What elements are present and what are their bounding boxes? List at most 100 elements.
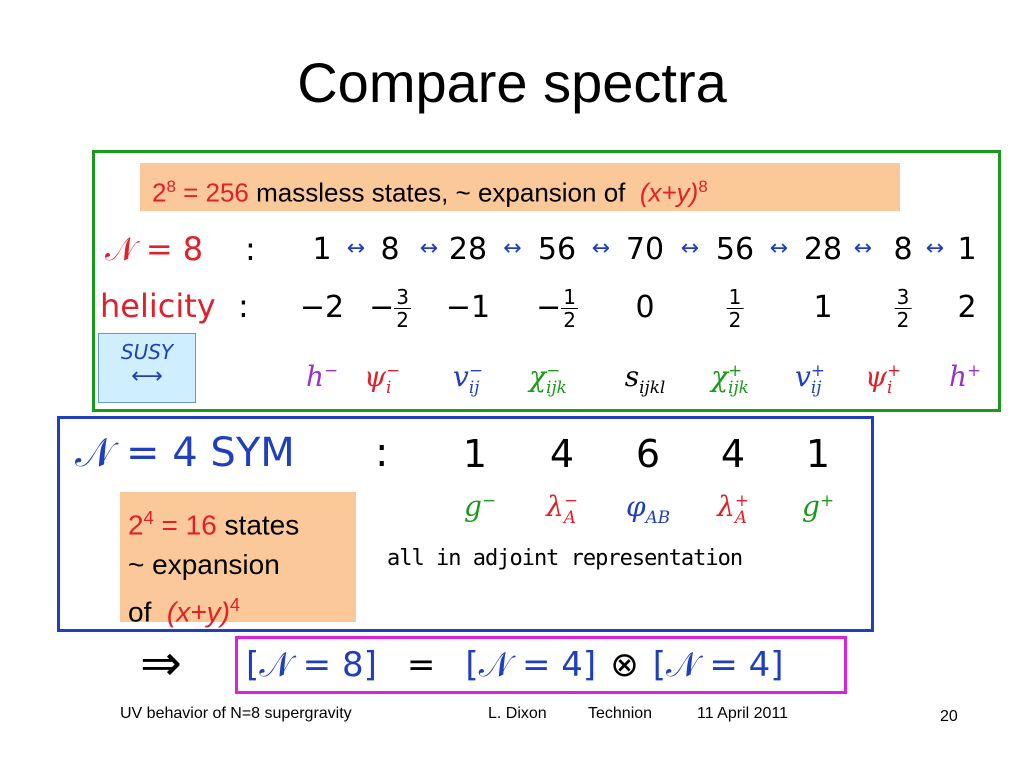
arrow: ↔: [503, 236, 522, 261]
footer-venue: Technion: [588, 705, 653, 722]
multiplicity: 6: [635, 432, 661, 476]
field: g −: [464, 490, 496, 525]
adjoint: all in adjoint representation: [387, 546, 743, 571]
numerator: 3: [394, 285, 411, 309]
superscript: −: [385, 359, 401, 380]
eq: =: [406, 645, 436, 685]
text: massless states, ~ expansion of: [256, 177, 626, 208]
subscript: A: [734, 506, 747, 527]
base: 2: [152, 177, 167, 208]
superscript: +: [819, 489, 834, 510]
symbol: v: [795, 360, 811, 393]
symbol: h: [948, 360, 967, 393]
line: 24 = 16 states: [128, 498, 348, 545]
field: v − ij: [453, 360, 483, 395]
multiplicity: 4: [720, 432, 746, 476]
multiplicity: 28: [448, 232, 488, 267]
subscript: A: [563, 506, 576, 527]
symbol: χ: [711, 360, 729, 393]
expr: (x+y): [166, 596, 230, 628]
superscript: [639, 362, 665, 379]
multiplicity: 1: [312, 232, 332, 267]
denominator: 2: [896, 308, 910, 332]
denominator: 2: [728, 308, 742, 332]
subscript: [967, 379, 981, 396]
footer-date: 11 April 2011: [697, 705, 789, 722]
symbol: s: [624, 360, 640, 393]
arrow: ↔: [680, 236, 700, 261]
line: of (x+y)4: [128, 585, 348, 632]
n4-box: [57, 416, 874, 632]
text: ~ expansion: [128, 549, 280, 581]
n8-box: [92, 150, 1001, 412]
symbol: g: [802, 490, 820, 523]
field: g +: [802, 490, 834, 525]
field: λ + A: [717, 490, 749, 525]
superscript: −: [481, 489, 496, 510]
subscript: AB: [645, 506, 671, 527]
indices: + A: [734, 491, 749, 527]
symbol: ψ: [363, 360, 386, 393]
susy: SUSY: [120, 340, 174, 364]
text: states: [224, 509, 300, 541]
exp: 8: [698, 177, 708, 196]
denominator: 2: [563, 308, 576, 332]
symbol: λ: [717, 490, 735, 523]
exp: 4: [229, 595, 241, 616]
subscript: [820, 509, 834, 526]
numerator: 1: [561, 285, 578, 309]
multiplicity: 70: [625, 232, 665, 267]
relation-box: [𝒩 = 8] = [𝒩 = 4] ⊗ [𝒩 = 4]: [235, 636, 847, 694]
helicity: 2: [957, 290, 977, 325]
expr: (x+y): [639, 177, 699, 208]
indices: + ijk: [728, 361, 749, 396]
implies: ⇒: [140, 634, 182, 692]
indices: +: [966, 359, 982, 396]
times: ⊗: [610, 645, 639, 685]
indices: − ij: [469, 361, 483, 396]
superscript: −: [563, 489, 578, 510]
helicity: −1 2: [536, 283, 578, 333]
field: χ − ijk: [529, 360, 567, 395]
multiplicity: 1: [462, 432, 488, 476]
arrow: ↔: [419, 236, 439, 261]
superscript: +: [966, 359, 982, 380]
sign: −: [369, 290, 395, 325]
footer-author: L. Dixon: [488, 705, 547, 722]
indices: + ij: [810, 359, 825, 397]
numerator: 3: [894, 285, 912, 309]
text: of: [128, 596, 152, 628]
superscript: +: [810, 359, 825, 380]
colon: :: [245, 230, 256, 268]
indices: −: [481, 489, 496, 526]
superscript: +: [886, 359, 902, 380]
superscript: −: [546, 359, 561, 380]
exp: 4: [143, 508, 154, 528]
n8-note: 28 = 256 massless states, ~ expansion of…: [140, 163, 900, 211]
multiplicity: 4: [549, 432, 575, 476]
eq: = 16: [161, 509, 217, 541]
title: Compare spectra: [297, 51, 727, 114]
field: v + ij: [795, 360, 825, 395]
symbol: v: [453, 360, 469, 393]
helicity-label: helicity: [100, 287, 216, 325]
subscript: i: [385, 376, 392, 397]
arrow: ⟷: [131, 364, 163, 389]
factor: [𝒩 = 4]: [652, 645, 784, 685]
field: φ AB: [626, 490, 670, 525]
n4-label: 𝒩 = 4 SYM: [75, 430, 295, 476]
lhs: [𝒩 = 8]: [246, 645, 377, 685]
helicity: −1: [445, 290, 491, 325]
subscript: [482, 509, 496, 526]
multiplicity: 28: [803, 232, 843, 267]
arrow: ↔: [769, 236, 789, 261]
subscript: ijkl: [639, 376, 666, 397]
subscript: [324, 379, 338, 396]
subscript: ij: [810, 376, 822, 397]
